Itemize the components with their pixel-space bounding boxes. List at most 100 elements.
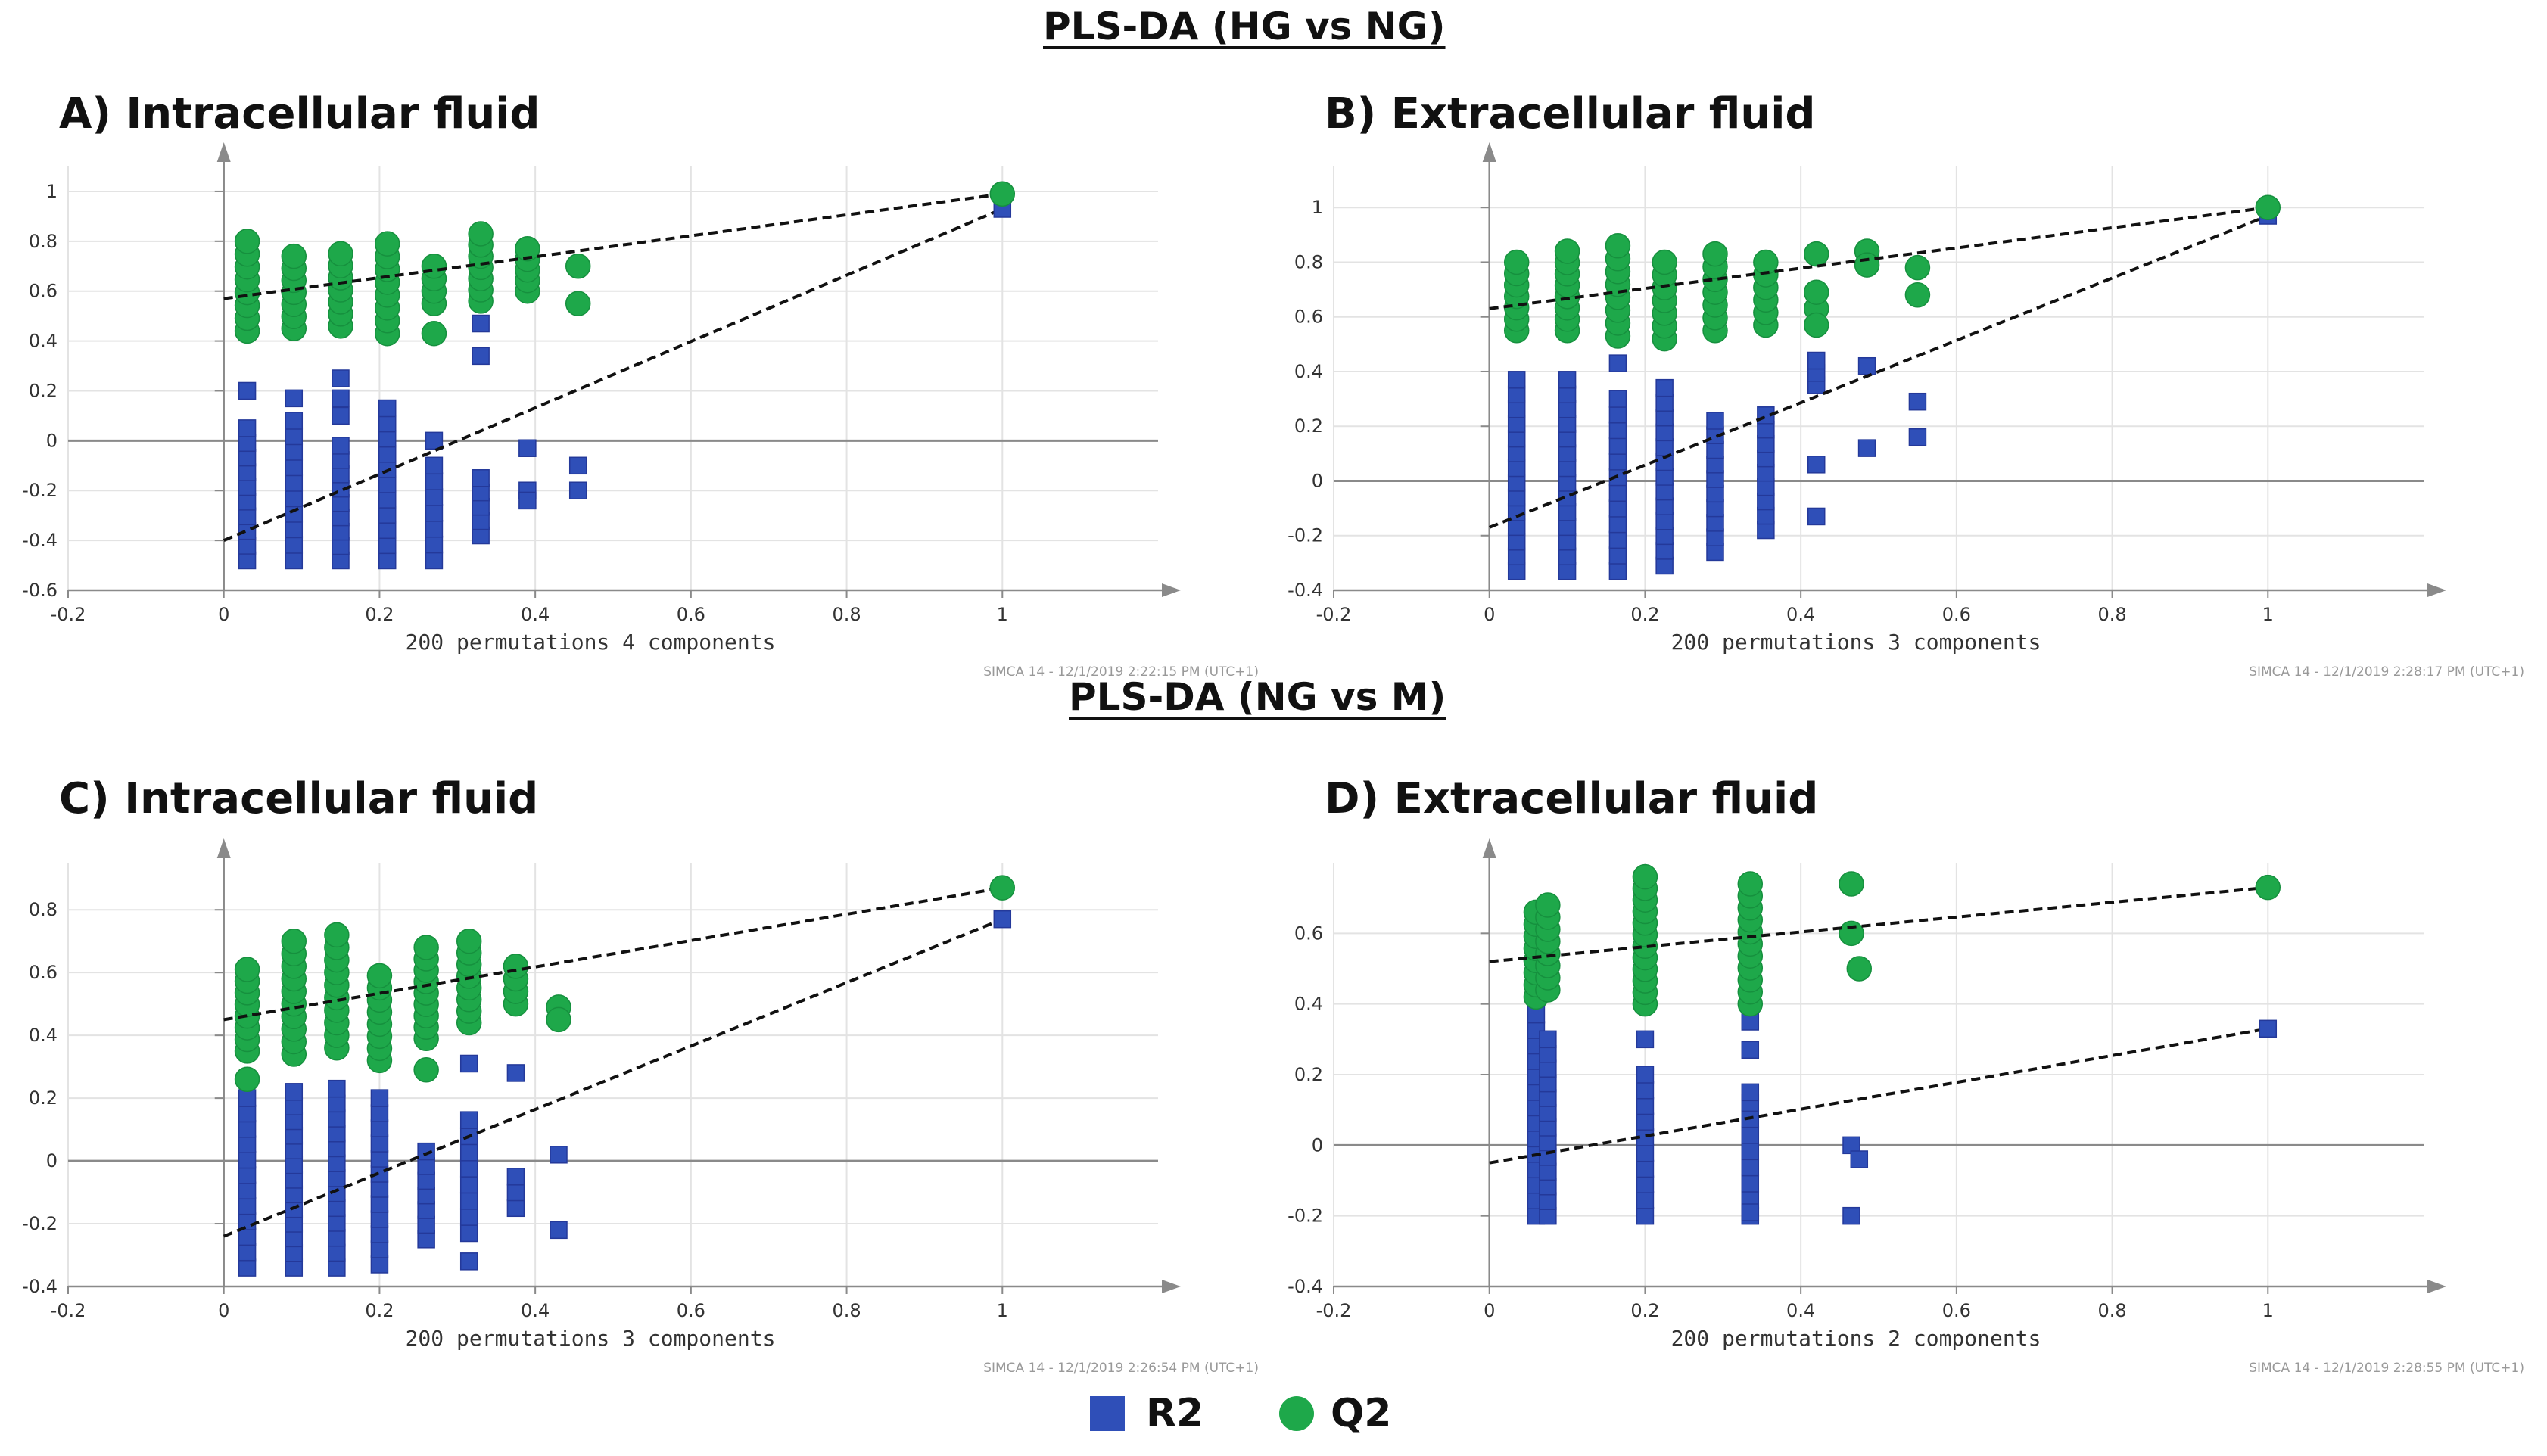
- r2-point: [378, 460, 397, 478]
- r2-point: [425, 456, 444, 475]
- panel-d-chart: -0.4 -0.2 0 0.2 0.4 0.6 -0.2 0 0.2 0.4 0.6 0.8 1 200 …: [1288, 838, 2524, 1376]
- panel-a-q2-series: [234, 221, 591, 347]
- y-tick-label: 0.6: [29, 281, 58, 302]
- r2-point: [1507, 562, 1526, 580]
- r2-point: [1655, 394, 1674, 412]
- y-tick-label: 1: [1312, 197, 1323, 218]
- y-tick-label: 0.6: [1294, 922, 1323, 944]
- r2-point: [1558, 415, 1577, 433]
- q2-point: [1737, 871, 1764, 897]
- r2-point: [1655, 438, 1674, 456]
- r2-point: [1908, 428, 1927, 446]
- panel-c-r2-series: [238, 1054, 568, 1277]
- y-tick-label: -0.2: [1288, 1206, 1323, 1227]
- x-tick-label: 0.2: [1630, 604, 1659, 625]
- x-tick-label: 0.8: [832, 1300, 861, 1321]
- legend-item-r2: R2: [1090, 1391, 1203, 1436]
- y-tick-label: 0: [1312, 470, 1323, 491]
- y-tick-label: -0.4: [1288, 1276, 1323, 1297]
- x-axis-label: 200 permutations 2 components: [1671, 1326, 2041, 1351]
- q2-point: [1803, 241, 1829, 267]
- y-axis-arrow-icon: [1482, 838, 1496, 858]
- y-axis-arrow-icon: [1482, 142, 1496, 162]
- y-tick-label: 0.8: [29, 231, 58, 252]
- r2-point: [370, 1119, 389, 1137]
- q2-point: [374, 231, 400, 257]
- r2-point: [425, 519, 444, 538]
- r2-point: [1636, 1097, 1655, 1115]
- x-tick-label: 1: [997, 604, 1008, 625]
- r2-point: [328, 1228, 346, 1247]
- r2-point: [1857, 439, 1876, 457]
- x-tick-label: 0: [1484, 604, 1495, 625]
- r2-point: [1507, 415, 1526, 433]
- x-tick-label: 0: [1484, 1300, 1495, 1321]
- r2-point: [328, 1079, 346, 1098]
- r2-point: [568, 481, 587, 499]
- r2-point: [1655, 423, 1674, 442]
- r2-point: [370, 1225, 389, 1243]
- q2-actual-point: [2255, 194, 2281, 220]
- r2-point: [1558, 444, 1577, 462]
- y-tick-label: -0.4: [22, 1276, 58, 1297]
- r2-point: [1655, 512, 1674, 530]
- r2-point: [285, 520, 304, 539]
- y-tick-label: -0.6: [22, 580, 58, 601]
- q2-point: [421, 254, 447, 279]
- q2-point: [1702, 241, 1728, 267]
- x-axis-label: 200 permutations 4 components: [406, 630, 776, 655]
- r2-point: [518, 439, 537, 457]
- r2-point: [332, 406, 350, 425]
- r2-regression-line: [1489, 1027, 2268, 1165]
- x-tick-label: 0.2: [365, 604, 394, 625]
- panel-d-r2-series: [1527, 1005, 1869, 1225]
- x-tick-label: 0.6: [677, 604, 705, 625]
- r2-point: [238, 1120, 257, 1138]
- r2-point: [328, 1214, 346, 1232]
- x-tick-label: 0.4: [1786, 604, 1815, 625]
- r2-point: [1507, 400, 1526, 418]
- r2-point: [285, 489, 304, 508]
- q2-point: [413, 1057, 439, 1083]
- panel-a-r2-series: [238, 314, 587, 570]
- x-tick-label: -0.2: [1316, 604, 1352, 625]
- x-tick-label: -0.2: [51, 604, 86, 625]
- x-axis-label: 200 permutations 3 components: [406, 1326, 776, 1351]
- r2-point: [1655, 409, 1674, 427]
- r2-point: [1507, 444, 1526, 462]
- panel-c-title: C) Intracellular fluid: [59, 774, 539, 823]
- r2-point: [1655, 468, 1674, 486]
- r2-point: [378, 429, 397, 448]
- r2-point: [370, 1134, 389, 1153]
- q2-point: [1846, 956, 1873, 982]
- x-tick-label: 0.6: [1942, 604, 1971, 625]
- y-tick-label: 0.4: [29, 1025, 58, 1046]
- r2-point: [285, 536, 304, 554]
- r2-point: [1655, 482, 1674, 501]
- panel-b-q2-series: [1503, 233, 1931, 352]
- r2-point: [1558, 459, 1577, 478]
- r2-point: [1655, 527, 1674, 546]
- r2-point: [417, 1142, 435, 1161]
- r2-point: [238, 1150, 257, 1169]
- r2-point: [332, 437, 350, 455]
- q2-point: [565, 291, 591, 316]
- r2-point: [1608, 421, 1627, 440]
- r2-point: [459, 1224, 478, 1243]
- x-tick-label: 0.4: [521, 1300, 550, 1321]
- r2-point: [1608, 484, 1627, 502]
- x-tick-label: 0.8: [832, 604, 861, 625]
- r2-point: [1558, 503, 1577, 521]
- r2-point: [328, 1094, 346, 1113]
- q2-regression-line: [1489, 206, 2268, 310]
- r2-point: [1608, 437, 1627, 455]
- y-axis-arrow-icon: [216, 838, 231, 858]
- y-tick-label: 0.4: [1294, 994, 1323, 1015]
- r2-point: [550, 1221, 568, 1240]
- x-tick-label: 0.6: [1942, 1300, 1971, 1321]
- q2-point: [546, 1006, 571, 1033]
- panel-a-plot: -0.6 -0.4 -0.2 0 0.2 0.4 0.6 0.8 1 -0.2 0 0.2 0.4 0.6…: [0, 142, 1259, 689]
- r2-point: [425, 431, 444, 450]
- r2-point: [506, 1064, 525, 1082]
- q2-point: [1535, 892, 1561, 918]
